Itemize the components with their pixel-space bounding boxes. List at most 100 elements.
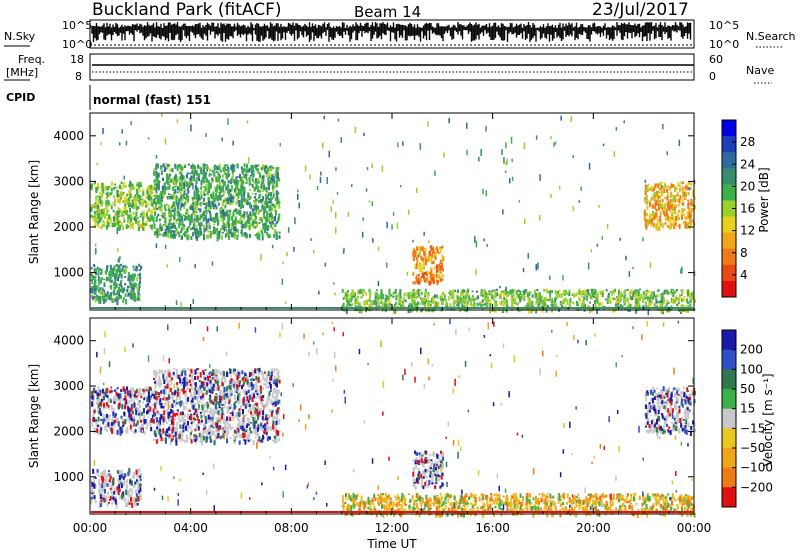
power-y-axis: 1000 2000 3000 4000: [53, 129, 694, 280]
power-x-axis: [89, 113, 695, 310]
echo-cells: [91, 267, 140, 303]
colorbar-tick-label: 28: [740, 135, 755, 149]
x-tick-label: 04:00: [173, 521, 208, 535]
echo-cells: [644, 386, 696, 436]
colorbar-segment: [722, 487, 736, 508]
echo-cells: [414, 452, 445, 486]
echo-cells: [91, 386, 155, 434]
x-tick-label: 08:00: [274, 521, 309, 535]
echo-cells: [412, 451, 445, 490]
colorbar-segment: [722, 467, 736, 488]
echo-cells: [153, 163, 281, 241]
echo-cells: [647, 390, 696, 436]
colorbar-segment: [722, 408, 736, 429]
echo-cells: [90, 264, 141, 305]
site-title: Buckland Park (fitACF): [92, 0, 282, 20]
echo-cells: [341, 288, 694, 314]
velocity-y-axis: 1000 2000 3000 4000: [53, 334, 694, 484]
freq-unit-label: [MHz]: [6, 66, 38, 79]
colorbar-tick-label: 12: [740, 224, 755, 238]
echo-cells: [345, 492, 693, 518]
echo-cells: [153, 367, 278, 446]
nave-tick-top: 60: [709, 53, 723, 66]
noise-cells: [96, 335, 689, 515]
y-tick-label: 4000: [53, 129, 84, 143]
colorbar-segment: [722, 232, 736, 250]
power-colorbar-label: Power [dB]: [757, 167, 771, 232]
nsky-tick-top: 10^5: [62, 19, 92, 32]
x-tick-label: 16:00: [475, 521, 510, 535]
colorbar-tick-label: −50: [740, 441, 765, 455]
colorbar-segment: [722, 264, 736, 282]
colorbar-segment: [722, 200, 736, 218]
nave-tick-bottom: 0: [709, 70, 716, 83]
velocity-x-axis: 00:00 04:00 08:00 12:00 16:00 20:00 00:00: [73, 318, 712, 535]
beam-label: Beam 14: [354, 3, 421, 21]
date-label: 23/Jul/2017: [592, 0, 689, 20]
echo-cells: [91, 181, 155, 231]
nsearch-tick-top: 10^5: [709, 19, 739, 32]
power-colorbar: 4 8 12 16 20 24 28: [721, 119, 755, 298]
x-tick-label: 00:00: [677, 521, 712, 535]
y-tick-label: 3000: [53, 379, 84, 393]
power-panel: 1000 2000 3000 4000 Slant Range [km] 4 8 12 16…: [27, 112, 771, 316]
velocity-colorbar-label: Velocity [m s⁻¹]: [761, 373, 775, 466]
y-tick-label: 2000: [53, 220, 84, 234]
power-y-axis-label: Slant Range [km]: [27, 160, 41, 264]
colorbar-tick-label: 100: [740, 362, 763, 376]
colorbar-segment: [722, 136, 736, 153]
y-tick-label: 4000: [53, 334, 84, 348]
echo-cells: [644, 181, 696, 231]
echo-cells: [90, 181, 155, 232]
colorbar-segment: [722, 448, 736, 469]
x-tick-label: 12:00: [375, 521, 410, 535]
colorbar-tick-label: 15: [740, 402, 755, 416]
colorbar-segment: [722, 216, 736, 234]
y-tick-label: 3000: [53, 174, 84, 188]
colorbar-segment: [722, 120, 736, 137]
colorbar-segment: [722, 280, 736, 298]
colorbar-frame: [721, 329, 737, 508]
echo-cells: [96, 469, 142, 507]
nsky-panel: N.Sky 10^5 10^0 10^5 10^0 N.Search: [4, 19, 796, 51]
echo-cells: [96, 190, 154, 222]
nsky-tick-bottom: 10^0: [62, 38, 92, 51]
colorbar-segment: [722, 248, 736, 266]
nsearch-tick-bottom: 10^0: [709, 38, 739, 51]
colorbar-segment: [722, 349, 736, 370]
x-axis-label: Time UT: [366, 537, 417, 551]
colorbar-tick-label: 16: [740, 202, 755, 216]
colorbar-segment: [722, 152, 736, 169]
y-tick-label: 1000: [53, 470, 84, 484]
echo-cells: [645, 390, 695, 436]
y-tick-label: 1000: [53, 266, 84, 280]
colorbar-tick-label: 4: [740, 268, 748, 282]
nsky-noise-path: [91, 22, 692, 42]
colorbar-tick-label: −15: [740, 421, 765, 435]
y-tick-label: 2000: [53, 424, 84, 438]
echo-cells: [412, 246, 445, 285]
colorbar-tick-label: 50: [740, 382, 755, 396]
echo-cells: [649, 386, 696, 435]
velocity-plot-background: [90, 318, 694, 514]
echo-cells: [414, 246, 444, 281]
colorbar-segment: [722, 428, 736, 449]
echo-cells: [344, 492, 696, 518]
colorbar-tick-label: 8: [740, 246, 748, 260]
colorbar-segment: [722, 184, 736, 201]
echo-cells: [153, 163, 281, 242]
echo-cells: [94, 193, 145, 229]
freq-panel: Freq. [MHz] 18 8 60 0 Nave: [4, 53, 774, 84]
echo-cells: [345, 288, 696, 315]
freq-frame: [89, 53, 695, 81]
echo-cells: [153, 368, 281, 446]
nsky-trace: [91, 22, 692, 42]
colorbar-tick-label: 24: [740, 157, 755, 171]
power-plot-background: [90, 113, 694, 310]
colorbar-tick-label: −100: [740, 461, 773, 475]
colorbar-tick-label: 20: [740, 179, 755, 193]
colorbar-segment: [722, 330, 736, 351]
nsky-label: N.Sky: [4, 30, 36, 43]
velocity-colorbar: 200 100 50 15 −15 −50 −100 −200: [721, 329, 773, 508]
colorbar-segment: [722, 389, 736, 410]
